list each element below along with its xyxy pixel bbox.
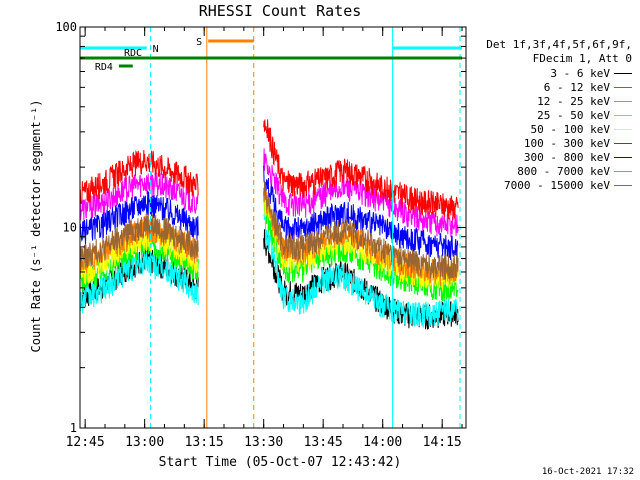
- y-axis-label: Count Rate (s⁻¹ detector segment⁻¹): [29, 100, 43, 353]
- x-axis: 12:45 13:00 13:15 13:30 13:45 14:00 14:15: [66, 27, 463, 450]
- legend-entry: 25 - 50 keV: [470, 108, 638, 122]
- y-tick-label: 1: [70, 421, 77, 435]
- legend: Det 1f,3f,4f,5f,6f,9f, FDecim 1, Att 0 3…: [470, 38, 638, 192]
- legend-entry: 6 - 12 keV: [470, 80, 638, 94]
- legend-entry-label: 7000 - 15000 keV: [504, 178, 610, 192]
- series-line: [263, 119, 459, 221]
- flag-label: RD4: [95, 62, 113, 73]
- x-tick-label: 14:15: [423, 435, 462, 450]
- legend-entry-label: 300 - 800 keV: [523, 150, 610, 164]
- series-layer: [79, 119, 459, 330]
- legend-swatch: [614, 142, 632, 144]
- legend-entry-label: 100 - 300 keV: [523, 136, 610, 150]
- timestamp: 16-Oct-2021 17:32: [541, 467, 634, 477]
- legend-swatch: [614, 128, 632, 130]
- flag-layer: N S RDC RD4: [80, 37, 463, 73]
- x-tick-label: 12:45: [66, 435, 105, 450]
- legend-entry: 7000 - 15000 keV: [470, 178, 638, 192]
- x-tick-label: 13:30: [244, 435, 283, 450]
- x-tick-label: 13:15: [185, 435, 224, 450]
- x-tick-label: 13:00: [125, 435, 164, 450]
- y-tick-label: 100: [55, 20, 77, 34]
- chart-title: RHESSI Count Rates: [199, 2, 362, 20]
- legend-swatch: [614, 100, 632, 102]
- flag-label: N: [153, 44, 159, 55]
- series-line: [79, 190, 199, 246]
- legend-swatch: [614, 170, 632, 172]
- legend-header-line-1: Det 1f,3f,4f,5f,6f,9f,: [486, 38, 632, 51]
- legend-entry: 800 - 7000 keV: [470, 164, 638, 178]
- flag-label: RDC: [124, 48, 142, 59]
- x-tick-label: 13:45: [304, 435, 343, 450]
- series-line: [79, 149, 199, 204]
- y-tick-label: 10: [63, 221, 77, 235]
- legend-entry: 3 - 6 keV: [470, 66, 638, 80]
- series-line: [79, 171, 199, 221]
- series-line: [79, 213, 199, 270]
- legend-entry-label: 50 - 100 keV: [530, 122, 610, 136]
- legend-entry-label: 6 - 12 keV: [543, 80, 610, 94]
- legend-swatch: [614, 72, 632, 74]
- legend-entry-label: 3 - 6 keV: [550, 66, 610, 80]
- legend-entry: 50 - 100 keV: [470, 122, 638, 136]
- x-tick-label: 14:00: [363, 435, 402, 450]
- flag-label: S: [196, 37, 202, 48]
- legend-rows: 3 - 6 keV 6 - 12 keV 12 - 25 keV 25 - 50 ke…: [470, 66, 638, 192]
- series-line: [79, 251, 199, 314]
- legend-entry: 100 - 300 keV: [470, 136, 638, 150]
- legend-swatch: [614, 86, 632, 88]
- legend-swatch: [614, 184, 632, 186]
- legend-entry: 300 - 800 keV: [470, 150, 638, 164]
- legend-entry-label: 800 - 7000 keV: [517, 164, 610, 178]
- legend-entry: 12 - 25 keV: [470, 94, 638, 108]
- x-axis-label: Start Time (05-Oct-07 12:43:42): [159, 455, 402, 470]
- legend-swatch: [614, 114, 632, 116]
- series-line: [263, 214, 459, 328]
- legend-entry-label: 25 - 50 keV: [537, 108, 610, 122]
- series-line: [263, 181, 459, 280]
- y-axis: 1 10 100: [55, 20, 466, 435]
- legend-swatch: [614, 156, 632, 158]
- legend-header-line-2: FDecim 1, Att 0: [532, 52, 632, 65]
- legend-entry-label: 12 - 25 keV: [537, 94, 610, 108]
